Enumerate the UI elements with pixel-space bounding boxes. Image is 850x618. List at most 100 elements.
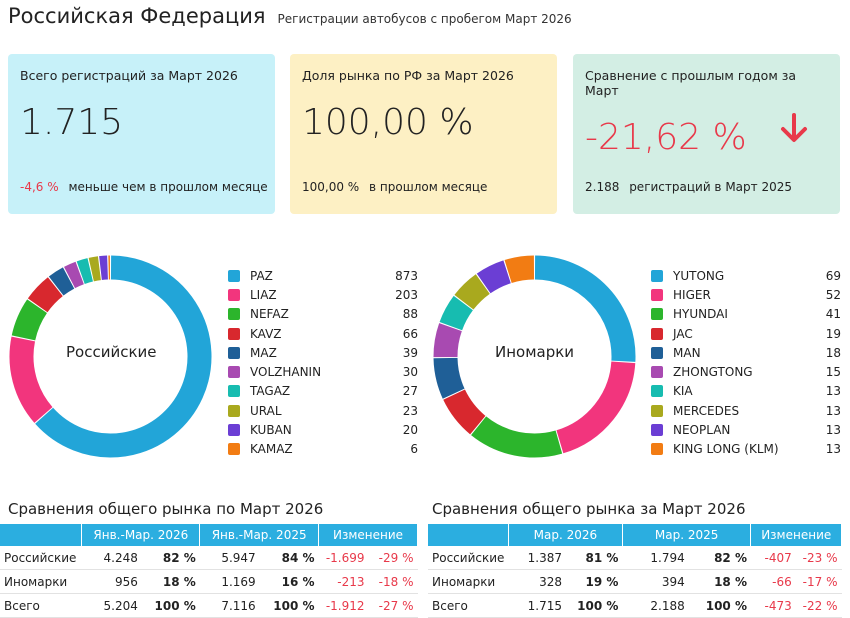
table-cell-d: -1.912 (319, 594, 369, 618)
donut-slice-neoplan[interactable] (484, 272, 507, 284)
donut-slice-nefaz[interactable] (23, 306, 37, 338)
legend-label: MERCEDES (673, 404, 826, 418)
donut-slice-man[interactable] (446, 358, 454, 394)
donut-slice-tagaz[interactable] (81, 270, 91, 273)
legend-label: NEFAZ (250, 307, 403, 321)
donut-slice-jac[interactable] (454, 395, 478, 425)
donut-slice-kuban[interactable] (100, 268, 107, 269)
russian-donut-label: Российские (66, 343, 157, 361)
table-cell-v1: 328 (508, 570, 566, 594)
table-cell-p2: 16 % (260, 570, 319, 594)
table-cell-v1: 956 (82, 570, 142, 594)
legend-swatch (651, 443, 663, 455)
table-cell-label: Российские (0, 546, 82, 570)
table-cell-v2: 1.169 (200, 570, 260, 594)
table-cell-v2: 394 (622, 570, 688, 594)
legend-value: 69 (826, 269, 841, 283)
legend-item[interactable]: KING LONG (KLM)13 (651, 440, 841, 459)
legend-value: 15 (826, 365, 841, 379)
legend-swatch (228, 347, 240, 359)
table-cell-v2: 2.188 (622, 594, 688, 618)
donut-slice-higer[interactable] (560, 362, 623, 442)
card-footer: 2.188 регистраций в Март 2025 (585, 180, 792, 194)
donut-slice-hyundai[interactable] (479, 426, 559, 446)
table-header: Изменение (319, 524, 418, 546)
legend-value: 6 (410, 442, 418, 456)
legend-label: YUTONG (673, 269, 826, 283)
donut-slice-mercedes[interactable] (464, 284, 483, 302)
legend-swatch (228, 289, 240, 301)
legend-label: ZHONGTONG (673, 365, 826, 379)
legend-label: URAL (250, 404, 403, 418)
table-cell-label: Всего (0, 594, 82, 618)
legend-swatch (651, 424, 663, 436)
total-registrations-card: Всего регистраций за Март 2026 1.715 -4,… (8, 54, 275, 214)
table-cell-p1: 100 % (142, 594, 200, 618)
legend-value: 30 (403, 365, 418, 379)
card-delta: -4,6 % (20, 180, 59, 194)
table-cell-p1: 82 % (142, 546, 200, 570)
table-header: Янв.-Мар. 2026 (82, 524, 200, 546)
table-cell-dp: -18 % (369, 570, 418, 594)
legend-value: 13 (826, 423, 841, 437)
card-label: Сравнение с прошлым годом за Март (585, 68, 828, 98)
table-cell-label: Иномарки (0, 570, 82, 594)
donut-slice-zhongtong[interactable] (446, 327, 451, 357)
table-header: Мар. 2026 (508, 524, 622, 546)
legend-value: 18 (826, 346, 841, 360)
donut-slice-ural[interactable] (91, 268, 99, 269)
legend-swatch (228, 443, 240, 455)
table-cell-p1: 18 % (142, 570, 200, 594)
donut-slice-kavz[interactable] (38, 287, 56, 306)
legend-swatch (651, 347, 663, 359)
month-market-table: Мар. 2026 Мар. 2025 Изменение Российские… (428, 524, 842, 618)
table-cell-p2: 18 % (689, 570, 751, 594)
donut-slice-maz[interactable] (56, 278, 68, 286)
table-cell-label: Всего (428, 594, 508, 618)
table-cell-dp: -29 % (369, 546, 418, 570)
legend-label: NEOPLAN (673, 423, 826, 437)
donut-slice-liaz[interactable] (21, 339, 43, 415)
donut-slice-king-long-klm-[interactable] (508, 268, 534, 272)
legend-label: MAZ (250, 346, 403, 360)
card-value: 100,00 % (302, 105, 545, 141)
donut-slice-kia[interactable] (451, 303, 463, 326)
legend-label: LIAZ (250, 288, 395, 302)
table-cell-v1: 5.204 (82, 594, 142, 618)
donut-slice-volzhanin[interactable] (70, 273, 80, 277)
card-delta: 2.188 (585, 180, 619, 194)
legend-value: 13 (826, 442, 841, 456)
card-footer: 100,00 % в прошлом месяце (302, 180, 487, 194)
legend-swatch (651, 385, 663, 397)
legend-swatch (651, 405, 663, 417)
legend-label: HIGER (673, 288, 826, 302)
legend-swatch (228, 424, 240, 436)
legend-swatch (228, 308, 240, 320)
legend-value: 20 (403, 423, 418, 437)
card-delta-text: меньше чем в прошлом месяце (68, 180, 267, 194)
table-cell-v1: 4.248 (82, 546, 142, 570)
arrow-down-icon (778, 112, 810, 144)
